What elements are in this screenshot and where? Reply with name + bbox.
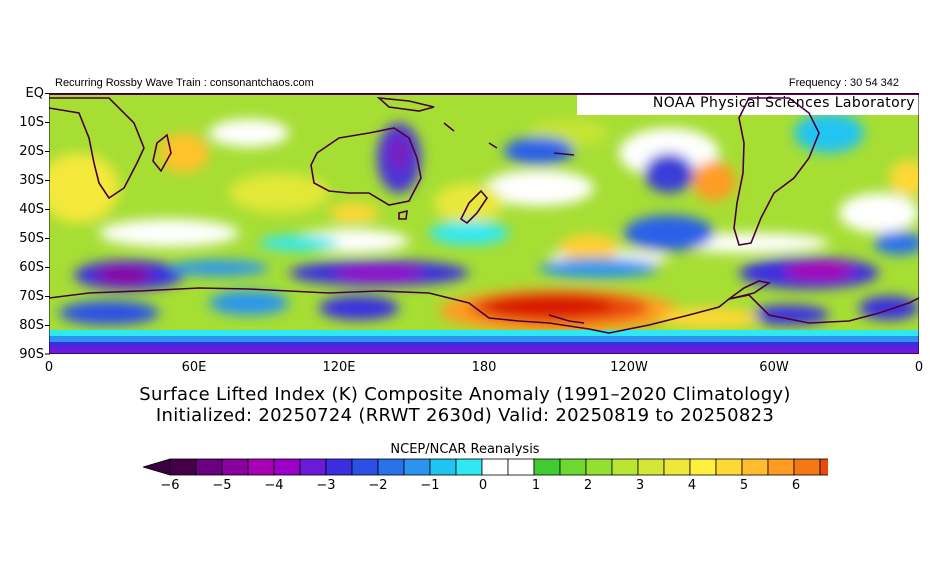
colorbar-swatch <box>403 458 431 476</box>
lab-label: NOAA Physical Sciences Laboratory <box>652 95 915 111</box>
x-label: 120W <box>610 360 648 375</box>
colorbar-swatch <box>793 458 821 476</box>
colorbar-swatch <box>689 458 717 476</box>
colorbar-swatch <box>299 458 327 476</box>
colorbar-swatch <box>767 458 795 476</box>
colorbar-swatch <box>559 458 587 476</box>
credit-text: Recurring Rossby Wave Train : consonantc… <box>55 77 314 89</box>
x-label: 180 <box>471 360 497 375</box>
title-line-2: Initialized: 20250724 (RRWT 2630d) Valid… <box>155 405 775 426</box>
colorbar-tick: 4 <box>687 478 697 493</box>
colorbar-swatch <box>611 458 639 476</box>
colorbar-tick: 0 <box>478 478 488 493</box>
colorbar-tick: −1 <box>420 478 440 493</box>
colorbar-tick: 3 <box>635 478 645 493</box>
colorbar-tick: −2 <box>368 478 388 493</box>
colorbar-tick: 1 <box>531 478 541 493</box>
colorbar-swatch <box>819 458 828 476</box>
colorbar-under-arrow <box>143 458 171 476</box>
y-ticks <box>45 93 50 355</box>
colorbar <box>143 458 828 476</box>
y-label: 20S <box>19 144 44 159</box>
colorbar-swatch <box>169 458 197 476</box>
x-label: 0 <box>914 360 924 375</box>
colorbar-swatch <box>325 458 353 476</box>
y-label: EQ <box>25 86 44 101</box>
colorbar-swatch <box>377 458 405 476</box>
colorbar-swatch <box>507 458 535 476</box>
y-label: 70S <box>19 289 44 304</box>
colorbar-swatch <box>585 458 613 476</box>
colorbar-tick: −5 <box>212 478 232 493</box>
colorbar-swatch <box>741 458 769 476</box>
colorbar-swatch <box>221 458 249 476</box>
x-label: 60E <box>181 360 207 375</box>
y-label: 90S <box>19 347 44 362</box>
colorbar-tick: 6 <box>791 478 801 493</box>
colorbar-tick: −4 <box>264 478 284 493</box>
colorbar-swatch <box>637 458 665 476</box>
x-label: 0 <box>44 360 54 375</box>
colorbar-tick: −6 <box>160 478 180 493</box>
y-label: 30S <box>19 173 44 188</box>
colorbar-label: NCEP/NCAR Reanalysis <box>390 442 540 457</box>
y-label: 40S <box>19 202 44 217</box>
colorbar-swatch <box>195 458 223 476</box>
y-label: 50S <box>19 231 44 246</box>
colorbar-swatch <box>481 458 509 476</box>
anomaly-map <box>49 93 919 354</box>
y-label: 80S <box>19 318 44 333</box>
colorbar-swatch <box>247 458 275 476</box>
y-label: 10S <box>19 115 44 130</box>
colorbar-swatch <box>533 458 561 476</box>
colorbar-tick: −3 <box>316 478 336 493</box>
frequency-text: Frequency : 30 54 342 <box>788 77 899 89</box>
title-line-1: Surface Lifted Index (K) Composite Anoma… <box>139 384 791 405</box>
colorbar-tick: 5 <box>739 478 749 493</box>
colorbar-swatch <box>715 458 743 476</box>
colorbar-tick: 2 <box>583 478 593 493</box>
x-label: 60W <box>759 360 789 375</box>
colorbar-swatch <box>455 458 483 476</box>
colorbar-swatch <box>351 458 379 476</box>
colorbar-swatch <box>273 458 301 476</box>
colorbar-swatch <box>663 458 691 476</box>
colorbar-swatch <box>429 458 457 476</box>
y-label: 60S <box>19 260 44 275</box>
x-label: 120E <box>322 360 356 375</box>
